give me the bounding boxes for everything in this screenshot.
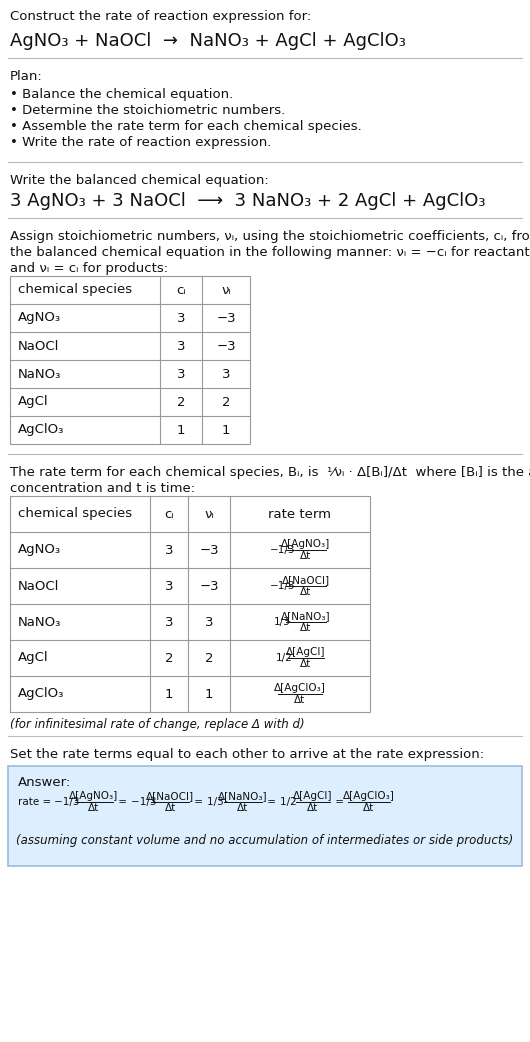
Text: −3: −3 xyxy=(199,579,219,593)
Text: AgNO₃: AgNO₃ xyxy=(18,312,61,324)
Text: Δt: Δt xyxy=(307,803,319,813)
Text: NaOCl: NaOCl xyxy=(18,340,59,352)
Text: νᵢ: νᵢ xyxy=(221,283,231,297)
Text: Δt: Δt xyxy=(301,551,312,561)
Text: 3: 3 xyxy=(176,312,186,324)
Text: cᵢ: cᵢ xyxy=(164,507,174,521)
Text: νᵢ: νᵢ xyxy=(204,507,214,521)
Text: Δt: Δt xyxy=(301,587,312,597)
Text: • Balance the chemical equation.: • Balance the chemical equation. xyxy=(10,88,233,101)
Text: 3: 3 xyxy=(205,616,213,628)
Text: (assuming constant volume and no accumulation of intermediates or side products): (assuming constant volume and no accumul… xyxy=(16,834,514,847)
Text: AgNO₃: AgNO₃ xyxy=(18,544,61,556)
Text: 1/3: 1/3 xyxy=(274,617,291,627)
Text: 1/3: 1/3 xyxy=(207,797,227,807)
Text: • Write the rate of reaction expression.: • Write the rate of reaction expression. xyxy=(10,137,271,149)
Text: AgCl: AgCl xyxy=(18,651,49,665)
Text: Δt: Δt xyxy=(88,803,99,813)
Text: 2: 2 xyxy=(176,396,186,408)
Text: 3 AgNO₃ + 3 NaOCl  ⟶  3 NaNO₃ + 2 AgCl + AgClO₃: 3 AgNO₃ + 3 NaOCl ⟶ 3 NaNO₃ + 2 AgCl + A… xyxy=(10,192,485,210)
Text: Write the balanced chemical equation:: Write the balanced chemical equation: xyxy=(10,174,269,187)
Text: NaNO₃: NaNO₃ xyxy=(18,616,61,628)
Text: 1: 1 xyxy=(205,688,213,700)
Text: Assign stoichiometric numbers, νᵢ, using the stoichiometric coefficients, cᵢ, fr: Assign stoichiometric numbers, νᵢ, using… xyxy=(10,230,530,243)
Text: Plan:: Plan: xyxy=(10,70,43,83)
Text: rate =: rate = xyxy=(18,797,55,807)
Text: rate term: rate term xyxy=(269,507,331,521)
Text: AgClO₃: AgClO₃ xyxy=(18,688,64,700)
Text: 3: 3 xyxy=(165,616,173,628)
Text: 3: 3 xyxy=(176,340,186,352)
Text: Δ[AgCl]: Δ[AgCl] xyxy=(286,647,326,658)
Text: cᵢ: cᵢ xyxy=(176,283,186,297)
Text: Δ[AgNO₃]: Δ[AgNO₃] xyxy=(281,539,331,549)
Text: Δt: Δt xyxy=(301,659,312,669)
Text: =: = xyxy=(264,797,279,807)
Text: =: = xyxy=(114,797,130,807)
Text: 2: 2 xyxy=(165,651,173,665)
Text: 3: 3 xyxy=(165,579,173,593)
Text: 2: 2 xyxy=(222,396,230,408)
Text: 2: 2 xyxy=(205,651,213,665)
Bar xyxy=(8,766,522,866)
Text: −1/3: −1/3 xyxy=(54,797,83,807)
Text: AgCl: AgCl xyxy=(18,396,49,408)
Text: Set the rate terms equal to each other to arrive at the rate expression:: Set the rate terms equal to each other t… xyxy=(10,748,484,761)
Text: 1: 1 xyxy=(165,688,173,700)
Text: • Determine the stoichiometric numbers.: • Determine the stoichiometric numbers. xyxy=(10,104,285,117)
Text: Δ[NaOCl]: Δ[NaOCl] xyxy=(146,791,195,801)
Text: Δt: Δt xyxy=(301,623,312,632)
Text: −1/3: −1/3 xyxy=(270,581,295,591)
Text: 1: 1 xyxy=(176,423,186,437)
Text: Δ[AgNO₃]: Δ[AgNO₃] xyxy=(69,791,118,801)
Text: 1: 1 xyxy=(222,423,230,437)
Text: −3: −3 xyxy=(216,312,236,324)
Text: AgNO₃ + NaOCl  →  NaNO₃ + AgCl + AgClO₃: AgNO₃ + NaOCl → NaNO₃ + AgCl + AgClO₃ xyxy=(10,32,406,50)
Text: chemical species: chemical species xyxy=(18,283,132,297)
Text: and νᵢ = cᵢ for products:: and νᵢ = cᵢ for products: xyxy=(10,262,168,275)
Text: Construct the rate of reaction expression for:: Construct the rate of reaction expressio… xyxy=(10,10,311,23)
Text: • Assemble the rate term for each chemical species.: • Assemble the rate term for each chemic… xyxy=(10,120,362,133)
Text: Δ[NaNO₃]: Δ[NaNO₃] xyxy=(218,791,268,801)
Text: 3: 3 xyxy=(165,544,173,556)
Text: =: = xyxy=(191,797,207,807)
Text: =: = xyxy=(332,797,347,807)
Text: Δ[NaOCl]: Δ[NaOCl] xyxy=(282,575,330,585)
Text: the balanced chemical equation in the following manner: νᵢ = −cᵢ for reactants: the balanced chemical equation in the fo… xyxy=(10,246,530,259)
Text: Answer:: Answer: xyxy=(18,776,71,789)
Text: −3: −3 xyxy=(216,340,236,352)
Bar xyxy=(10,496,370,712)
Text: NaOCl: NaOCl xyxy=(18,579,59,593)
Text: −1/3: −1/3 xyxy=(130,797,160,807)
Bar xyxy=(10,276,250,444)
Text: Δ[AgCl]: Δ[AgCl] xyxy=(293,791,333,801)
Text: 1/2: 1/2 xyxy=(280,797,300,807)
Text: 3: 3 xyxy=(176,368,186,380)
Text: chemical species: chemical species xyxy=(18,507,132,521)
Text: Δ[AgClO₃]: Δ[AgClO₃] xyxy=(343,791,395,801)
Text: The rate term for each chemical species, Bᵢ, is  ¹⁄νᵢ · Δ[Bᵢ]/Δt  where [Bᵢ] is : The rate term for each chemical species,… xyxy=(10,466,530,479)
Text: −1/3: −1/3 xyxy=(270,545,295,555)
Text: Δt: Δt xyxy=(364,803,375,813)
Text: Δ[AgClO₃]: Δ[AgClO₃] xyxy=(274,683,326,693)
Text: concentration and t is time:: concentration and t is time: xyxy=(10,482,195,495)
Text: Δt: Δt xyxy=(294,695,306,705)
Text: (for infinitesimal rate of change, replace Δ with d): (for infinitesimal rate of change, repla… xyxy=(10,718,305,731)
Text: 3: 3 xyxy=(222,368,230,380)
Text: −3: −3 xyxy=(199,544,219,556)
Text: 1/2: 1/2 xyxy=(276,653,293,663)
Text: Δt: Δt xyxy=(165,803,176,813)
Text: Δt: Δt xyxy=(237,803,249,813)
Text: Δ[NaNO₃]: Δ[NaNO₃] xyxy=(281,611,331,621)
Text: NaNO₃: NaNO₃ xyxy=(18,368,61,380)
Text: AgClO₃: AgClO₃ xyxy=(18,423,64,437)
